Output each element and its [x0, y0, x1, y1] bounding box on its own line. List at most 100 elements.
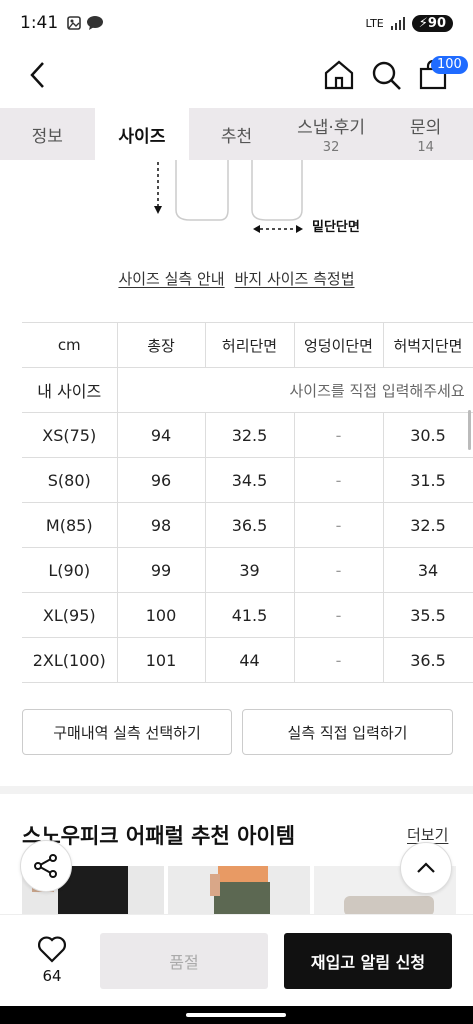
recommend-title: 스노우피크 어패럴 추천 아이템	[22, 824, 296, 848]
search-icon[interactable]	[369, 58, 403, 92]
soldout-button: 품절	[100, 933, 268, 989]
home-icon[interactable]	[322, 58, 356, 92]
heart-icon	[38, 936, 66, 963]
size-cell: XL(95)	[22, 592, 118, 638]
table-row: XS(75) 94 32.5 - 30.5	[22, 412, 473, 458]
value-cell: 98	[116, 502, 206, 548]
my-size-row[interactable]: 내 사이즈 사이즈를 직접 입력해주세요	[22, 367, 473, 413]
value-cell: 34	[382, 547, 473, 593]
value-cell: -	[293, 412, 384, 458]
value-cell: 30.5	[382, 412, 473, 458]
product-tabs: 정보 사이즈 추천 스냅·후기 32 문의 14	[0, 108, 473, 160]
column-header: 허리단면	[204, 322, 295, 368]
status-notification-icons	[66, 15, 104, 31]
value-cell: 36.5	[382, 637, 473, 683]
product-thumbnail[interactable]	[168, 866, 310, 916]
column-header: 총장	[116, 322, 206, 368]
tab-count: 32	[322, 140, 340, 155]
table-scrollbar[interactable]	[468, 410, 471, 450]
table-header-row: cm 총장 허리단면 엉덩이단면 허벅지단면	[22, 322, 473, 368]
size-cell: M(85)	[22, 502, 118, 548]
table-row: 2XL(100) 101 44 - 36.5	[22, 637, 473, 683]
gallery-icon	[67, 16, 81, 30]
restock-alert-button[interactable]: 재입고 알림 신청	[284, 933, 452, 989]
value-cell: 34.5	[204, 457, 295, 503]
battery-level: 90	[427, 15, 446, 31]
tab-label: 정보	[31, 126, 63, 147]
status-bar: 1:41 LTE ⚡90	[0, 0, 473, 46]
value-cell: -	[293, 457, 384, 503]
my-size-label: 내 사이즈	[22, 367, 118, 413]
value-cell: 41.5	[204, 592, 295, 638]
signal-icon	[390, 17, 405, 30]
value-cell: 96	[116, 457, 206, 503]
value-cell: 44	[204, 637, 295, 683]
table-row: XL(95) 100 41.5 - 35.5	[22, 592, 473, 638]
column-header: cm	[22, 322, 118, 368]
value-cell: 101	[116, 637, 206, 683]
status-time: 1:41	[20, 13, 59, 33]
table-row: L(90) 99 39 - 34	[22, 547, 473, 593]
size-table: cm 총장 허리단면 엉덩이단면 허벅지단면 내 사이즈 사이즈를 직접 입력해…	[22, 322, 473, 683]
size-cell: XS(75)	[22, 412, 118, 458]
value-cell: 39	[204, 547, 295, 593]
like-count: 64	[42, 967, 62, 985]
share-icon	[34, 854, 57, 878]
size-cell: L(90)	[22, 547, 118, 593]
value-cell: 100	[116, 592, 206, 638]
tab-label: 추천	[220, 126, 253, 147]
pants-measure-illustration	[154, 160, 303, 233]
like-button[interactable]: 64	[30, 935, 74, 985]
cart-count-badge: 100	[431, 56, 468, 74]
scroll-top-button[interactable]	[400, 842, 452, 894]
tab-snap-review[interactable]: 스냅·후기 32	[284, 108, 379, 160]
value-cell: 99	[116, 547, 206, 593]
value-cell: -	[293, 502, 384, 548]
tab-label: 스냅·후기	[297, 118, 366, 138]
home-gesture-handle[interactable]	[186, 1013, 286, 1017]
share-button[interactable]	[20, 840, 72, 892]
tab-info[interactable]: 정보	[0, 108, 95, 160]
size-guide-link[interactable]: 사이즈 실측 안내	[118, 270, 225, 288]
manual-measure-button[interactable]: 실측 직접 입력하기	[242, 709, 453, 755]
purchase-bar: 64 품절 재입고 알림 신청	[0, 914, 473, 1006]
chat-icon	[87, 16, 104, 30]
tab-recommend[interactable]: 추천	[189, 108, 284, 160]
recommend-carousel	[22, 866, 473, 916]
value-cell: -	[293, 637, 384, 683]
tab-size[interactable]: 사이즈	[94, 108, 190, 160]
value-cell: 32.5	[382, 502, 473, 548]
back-arrow-icon[interactable]	[24, 60, 52, 90]
value-cell: 36.5	[204, 502, 295, 548]
more-link[interactable]: 더보기	[407, 826, 449, 844]
tab-label: 사이즈	[118, 126, 166, 147]
purchase-history-measure-button[interactable]: 구매내역 실측 선택하기	[22, 709, 232, 755]
table-row: S(80) 96 34.5 - 31.5	[22, 457, 473, 503]
size-cell: 2XL(100)	[22, 637, 118, 683]
pants-measure-link[interactable]: 바지 사이즈 측정법	[234, 270, 355, 288]
value-cell: 31.5	[382, 457, 473, 503]
tab-label: 문의	[410, 118, 442, 138]
my-size-input-hint[interactable]: 사이즈를 직접 입력해주세요	[116, 367, 473, 413]
system-nav-bar	[0, 1006, 473, 1024]
hem-width-label: 밑단단면	[312, 220, 360, 235]
column-header: 허벅지단면	[382, 322, 473, 368]
value-cell: 94	[116, 412, 206, 458]
table-row: M(85) 98 36.5 - 32.5	[22, 502, 473, 548]
value-cell: -	[293, 547, 384, 593]
chevron-up-icon	[417, 862, 435, 873]
value-cell: -	[293, 592, 384, 638]
tab-inquiry[interactable]: 문의 14	[378, 108, 473, 160]
value-cell: 35.5	[382, 592, 473, 638]
status-system-icons: LTE ⚡90	[365, 14, 453, 32]
column-header: 엉덩이단면	[293, 322, 384, 368]
value-cell: 32.5	[204, 412, 295, 458]
battery-icon: ⚡90	[411, 14, 453, 32]
measure-buttons: 구매내역 실측 선택하기 실측 직접 입력하기	[22, 709, 453, 755]
network-type: LTE	[365, 16, 384, 30]
size-cell: S(80)	[22, 457, 118, 503]
size-guide-links: 사이즈 실측 안내 바지 사이즈 측정법	[0, 268, 473, 289]
section-divider	[0, 786, 473, 794]
tab-count: 14	[417, 140, 434, 155]
